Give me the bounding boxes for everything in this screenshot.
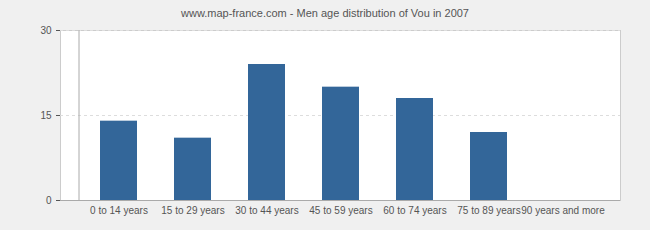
svg-text:0: 0 xyxy=(46,195,52,206)
svg-text:30: 30 xyxy=(40,26,52,36)
svg-text:75 to 89 years: 75 to 89 years xyxy=(457,205,520,216)
svg-text:15 to 29 years: 15 to 29 years xyxy=(161,205,224,216)
svg-text:45 to 59 years: 45 to 59 years xyxy=(309,205,372,216)
svg-text:90 years and more: 90 years and more xyxy=(521,205,605,216)
svg-text:0 to 14 years: 0 to 14 years xyxy=(90,205,148,216)
svg-text:30 to 44 years: 30 to 44 years xyxy=(235,205,298,216)
html-text:www.map-france.com - Men age d: www.map-france.com - Men age distributio… xyxy=(181,7,469,19)
svg-text:60 to 74 years: 60 to 74 years xyxy=(383,205,446,216)
svg-text:15: 15 xyxy=(40,110,52,121)
